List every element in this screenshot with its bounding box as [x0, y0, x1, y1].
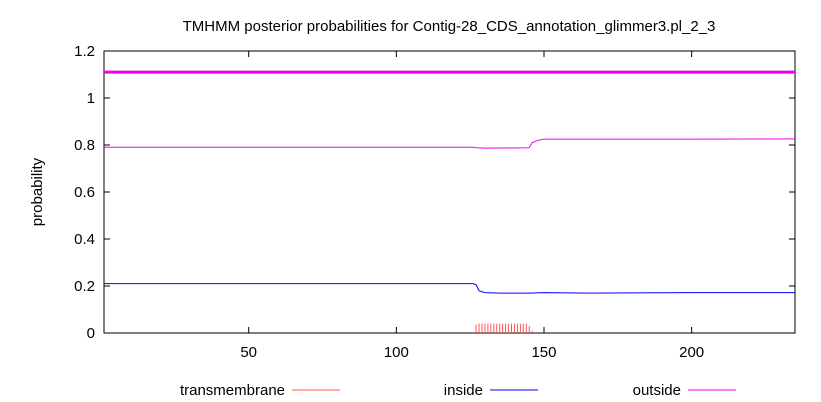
- y-tick-label: 0.2: [74, 278, 95, 295]
- x-tick-label: 150: [531, 344, 556, 361]
- legend-label-transmembrane: transmembrane: [180, 382, 285, 399]
- x-tick-label: 50: [240, 344, 257, 361]
- y-tick-label: 0.6: [74, 184, 95, 201]
- series-inside-line: [104, 283, 795, 294]
- y-ticks: 0 0.2 0.4 0.6 0.8 1 1.2: [74, 43, 795, 342]
- y-tick-label: 0.4: [74, 231, 95, 248]
- x-tick-label: 100: [384, 344, 409, 361]
- series-layer: [104, 70, 796, 333]
- y-tick-label: 1.2: [74, 43, 95, 60]
- series-outside-line: [104, 138, 796, 149]
- y-tick-label: 1: [87, 90, 95, 107]
- chart-title: TMHMM posterior probabilities for Contig…: [183, 18, 716, 35]
- plot-frame: [103, 50, 796, 334]
- x-ticks: 50 100 150 200: [240, 51, 704, 361]
- y-axis-label: probability: [29, 157, 46, 226]
- y-tick-label: 0: [87, 325, 95, 342]
- x-tick-label: 200: [679, 344, 704, 361]
- legend-label-inside: inside: [444, 382, 483, 399]
- legend: transmembrane inside outside: [180, 382, 736, 399]
- legend-label-outside: outside: [633, 382, 681, 399]
- y-tick-label: 0.8: [74, 137, 95, 154]
